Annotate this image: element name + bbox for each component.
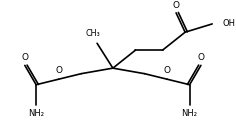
Text: NH₂: NH₂ [28,109,44,118]
Text: O: O [55,66,62,75]
Text: O: O [197,53,204,62]
Text: OH: OH [222,19,235,28]
Text: NH₂: NH₂ [182,109,198,118]
Text: O: O [164,66,171,75]
Text: O: O [173,1,180,10]
Text: CH₃: CH₃ [85,29,100,38]
Text: O: O [21,53,28,62]
